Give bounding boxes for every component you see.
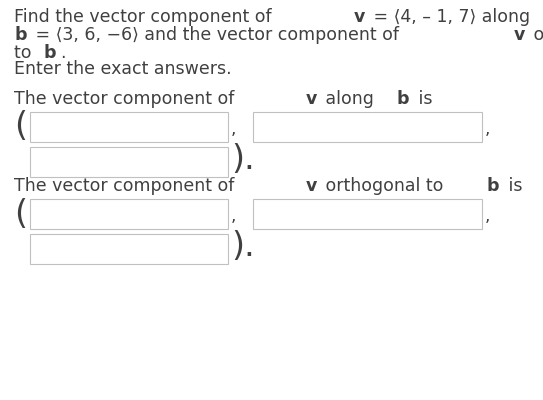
FancyBboxPatch shape [30, 112, 228, 142]
Text: = ⟨3, 6, −6⟩ and the vector component of: = ⟨3, 6, −6⟩ and the vector component of [30, 26, 405, 44]
Text: ,: , [231, 120, 237, 138]
Text: ,: , [485, 207, 490, 225]
FancyBboxPatch shape [253, 112, 482, 142]
Text: ).: ). [231, 230, 255, 263]
Text: b: b [14, 26, 27, 44]
Text: ,: , [485, 120, 490, 138]
Text: orthogonal to: orthogonal to [320, 177, 449, 195]
Text: ).: ). [231, 143, 255, 176]
Text: to: to [14, 44, 37, 62]
Text: (: ( [14, 198, 27, 230]
Text: b: b [397, 90, 409, 108]
FancyBboxPatch shape [253, 199, 482, 229]
Text: Enter the exact answers.: Enter the exact answers. [14, 60, 232, 78]
FancyBboxPatch shape [30, 199, 228, 229]
Text: v: v [306, 177, 317, 195]
Text: ,: , [231, 207, 237, 225]
Text: b: b [43, 44, 56, 62]
FancyBboxPatch shape [30, 234, 228, 264]
Text: b: b [487, 177, 499, 195]
Text: v: v [306, 90, 317, 108]
Text: The vector component of: The vector component of [14, 90, 240, 108]
Text: = ⟨4, – 1, 7⟩ along: = ⟨4, – 1, 7⟩ along [368, 8, 531, 26]
Text: .: . [60, 44, 65, 62]
Text: along: along [320, 90, 380, 108]
Text: is: is [413, 90, 432, 108]
Text: v: v [513, 26, 525, 44]
Text: orthogonal: orthogonal [528, 26, 543, 44]
Text: (: ( [14, 110, 27, 144]
Text: is: is [503, 177, 522, 195]
Text: v: v [353, 8, 365, 26]
FancyBboxPatch shape [30, 147, 228, 177]
Text: Find the vector component of: Find the vector component of [14, 8, 277, 26]
Text: The vector component of: The vector component of [14, 177, 240, 195]
